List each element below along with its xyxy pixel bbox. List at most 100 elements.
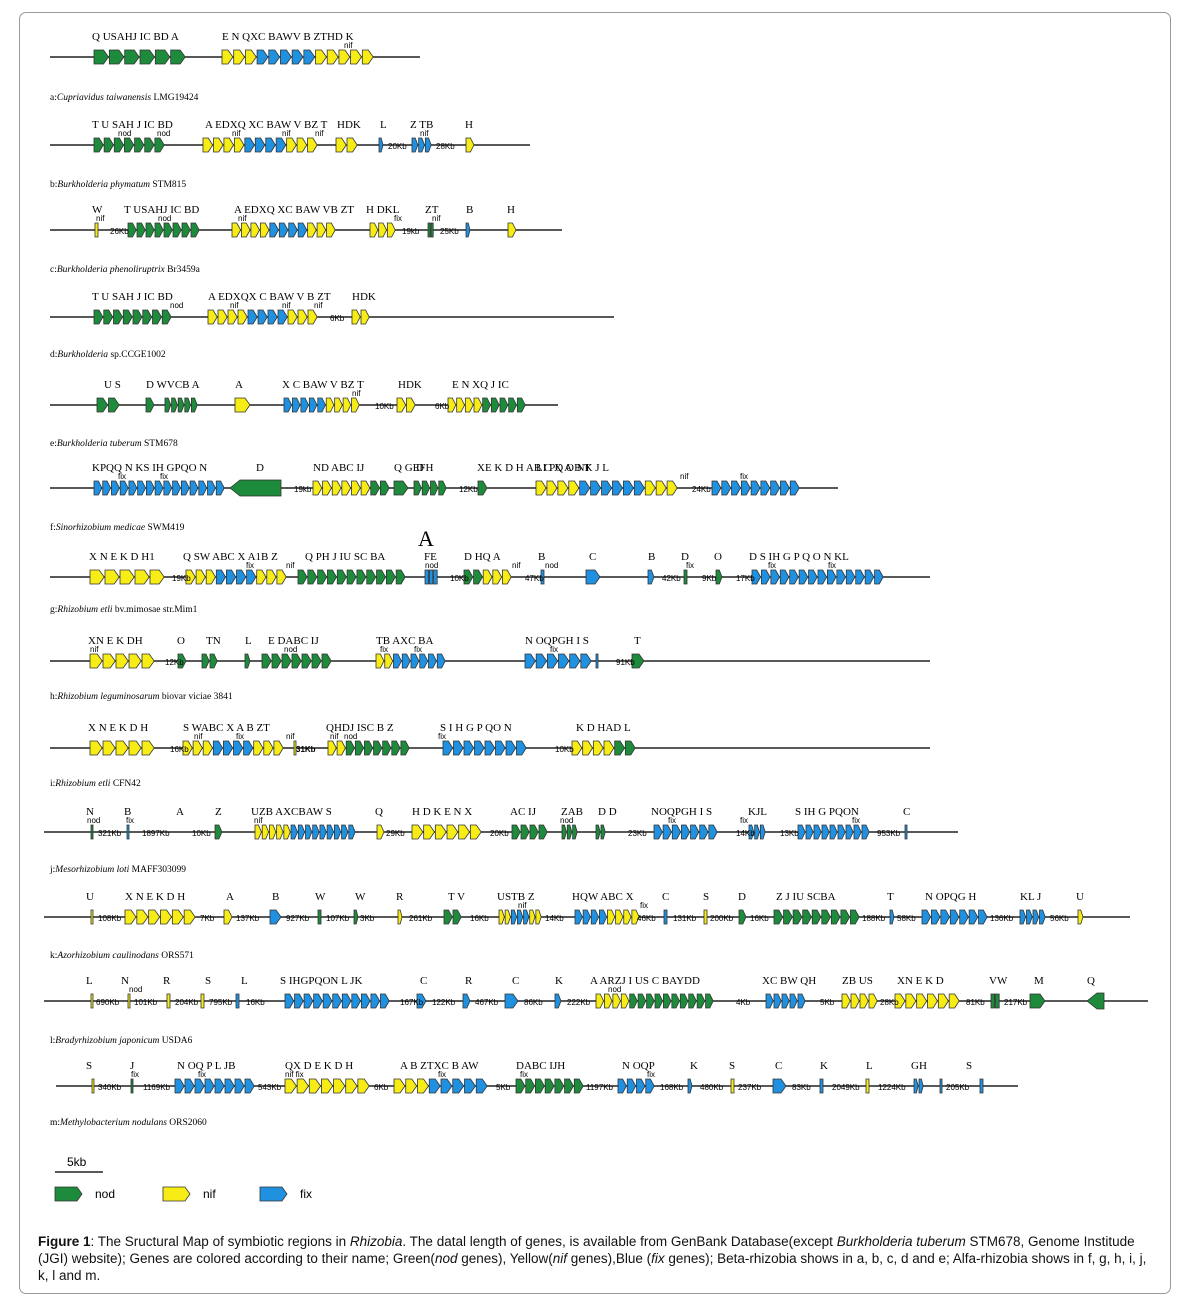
fix-gene — [463, 740, 475, 756]
fix-gene — [760, 480, 771, 496]
caption-text-6: genes); Beta-rhizobia shows in a, b, c, … — [38, 1251, 1147, 1283]
fix-gene — [424, 137, 432, 153]
nod-gene — [400, 740, 410, 756]
gene-letter-label: XC BW QH — [762, 975, 816, 987]
fix-gene — [861, 824, 870, 840]
track-c: W T USAHJ IC BD A EDXQ XC BAW VB ZT H DKL ZT… — [50, 204, 562, 275]
strain-label-species: Rhizobium etli — [54, 779, 111, 789]
fix-gene — [740, 480, 751, 496]
gene-letter-label: T — [887, 891, 894, 903]
nif-gene — [916, 993, 928, 1009]
gene-letter-label: XN E K D — [897, 975, 944, 987]
fix-gene — [864, 569, 875, 585]
gene-group-sublabel: fix — [668, 816, 676, 825]
fix-gene — [288, 222, 298, 238]
nod-gene — [614, 740, 626, 756]
nod-gene — [443, 909, 453, 925]
gene-letter-label: VW — [989, 975, 1008, 987]
gene-letter-label: D D — [598, 806, 617, 818]
figure-frame — [19, 12, 1171, 1294]
nif-gene — [615, 909, 624, 925]
gene-letter-label: R — [465, 975, 473, 987]
fix-gene — [174, 1078, 185, 1094]
fix-gene — [889, 909, 895, 925]
gap-length-label: 953Kb — [877, 829, 901, 838]
fix-gene — [322, 993, 333, 1009]
nod-gene — [391, 740, 401, 756]
legend-swatch — [162, 1186, 191, 1202]
gene-group-sublabel: nod — [284, 645, 297, 654]
nif-gene — [273, 740, 284, 756]
nif-gene — [361, 49, 374, 65]
nod-gene — [654, 993, 664, 1009]
strain-label-index: c: — [50, 265, 57, 275]
fix-gene — [773, 993, 782, 1009]
strain-label: i:Rhizobium etli CFN42 — [50, 779, 141, 789]
nod-gene — [783, 909, 793, 925]
gap-length-label: 467Kb — [475, 998, 499, 1007]
gap-length-label: 10Kb — [555, 745, 574, 754]
nif-gene — [263, 740, 274, 756]
gene-letter-label: HDK — [352, 291, 376, 303]
nif-gene — [504, 909, 511, 925]
large-marker-label: A — [418, 526, 434, 551]
fix-gene — [254, 137, 266, 153]
gene-letter-label: GH — [911, 1060, 927, 1072]
fix-gene — [721, 480, 732, 496]
nif-gene — [456, 397, 465, 413]
strain-label: e:Burkholderia tuberum STM678 — [50, 439, 178, 449]
gene-letter-label: HDK — [337, 119, 361, 131]
caption-italic-3: nod — [434, 1251, 458, 1266]
gene-group-sublabel: nif — [518, 901, 527, 910]
track-d: T U SAH J IC BD A EDXQX C BAW V B ZT HDK no… — [50, 291, 614, 360]
gene-letter-label: ZAB — [561, 806, 583, 818]
nif-gene — [612, 993, 621, 1009]
strain-label-index: j: — [49, 865, 55, 875]
fix-gene — [419, 653, 429, 669]
fix-gene — [750, 480, 761, 496]
nod-gene — [354, 740, 365, 756]
fix-gene — [874, 569, 884, 585]
fix-gene — [215, 480, 225, 496]
gap-length-label: 122Kb — [432, 998, 456, 1007]
fix-gene — [495, 740, 506, 756]
nod-gene — [353, 909, 359, 925]
gene-letter-label: W — [355, 891, 366, 903]
gene-letter-label: USTB Z — [497, 891, 535, 903]
nod-gene — [624, 740, 636, 756]
gap-length-label: 58Kb — [897, 914, 916, 923]
nod-gene — [382, 740, 392, 756]
nif-gene — [571, 740, 583, 756]
fix-gene — [612, 480, 624, 496]
nod-gene — [164, 397, 172, 413]
nod-gene — [376, 569, 387, 585]
nod-gene — [144, 137, 155, 153]
fix-gene — [370, 993, 381, 1009]
gene-letter-label: XE K D H AB C X A B T — [477, 462, 591, 474]
caption-text-2: . The datal length of genes, is availabl… — [402, 1234, 837, 1249]
nif-gene — [350, 49, 362, 65]
nif-gene — [338, 49, 351, 65]
nif-gene — [183, 909, 196, 925]
nif-gene — [655, 480, 667, 496]
gene-letter-label: E DABC IJ — [268, 635, 319, 647]
nif-gene — [730, 1078, 735, 1094]
gene-group-sublabel: nod — [560, 816, 573, 825]
nod-gene — [573, 1078, 584, 1094]
nif-gene — [336, 740, 346, 756]
fix-gene — [163, 480, 173, 496]
nod-gene — [154, 222, 164, 238]
strain-label-index: f: — [50, 522, 56, 533]
nif-gene — [261, 824, 270, 840]
gap-length-label: 14Kb — [736, 829, 755, 838]
nif-gene — [237, 309, 248, 325]
gap-length-label: 20Kb — [490, 829, 509, 838]
gene-group-sublabel: nif — [90, 645, 99, 654]
gene-group-sublabel: nod — [545, 561, 558, 570]
nod-gene — [356, 569, 367, 585]
gene-letter-label: K — [820, 1060, 828, 1072]
gap-length-label: 237Kb — [738, 1083, 762, 1092]
fix-gene — [180, 480, 190, 496]
